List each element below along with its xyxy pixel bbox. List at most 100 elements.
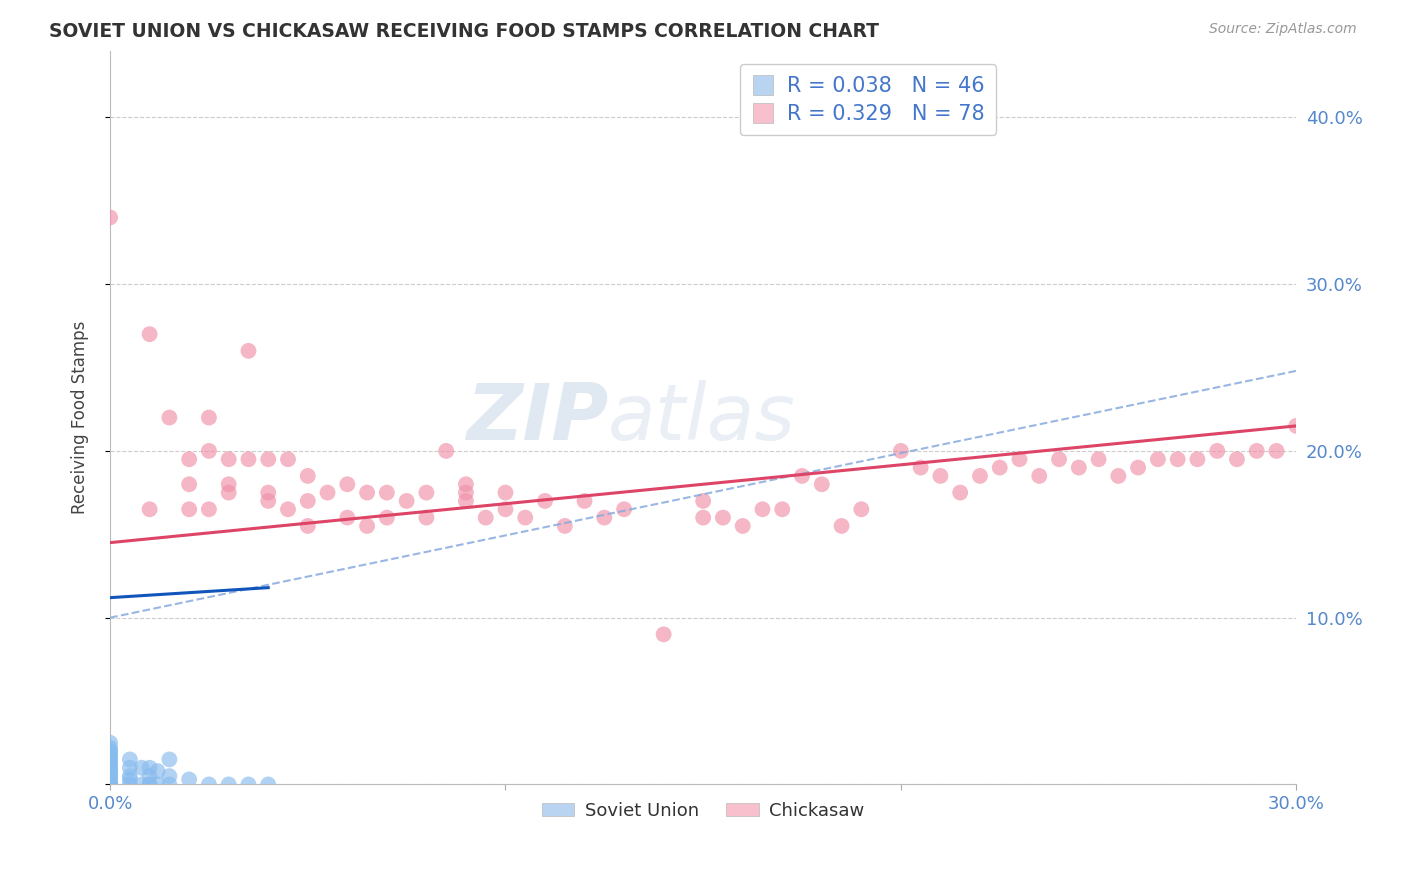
Point [949,485,972,500]
Point [1147,452,1170,467]
Point [98,772,121,787]
Point [692,494,714,508]
Point [238,343,260,358]
Point [98,744,121,758]
Point [98,757,121,772]
Point [613,502,636,516]
Point [138,502,160,516]
Point [98,740,121,755]
Point [770,502,793,516]
Point [98,769,121,783]
Point [515,510,537,524]
Point [574,494,596,508]
Text: Source: ZipAtlas.com: Source: ZipAtlas.com [1209,22,1357,37]
Point [138,769,160,783]
Point [179,452,201,467]
Text: atlas: atlas [609,380,796,456]
Point [831,519,853,533]
Point [157,769,180,783]
Point [969,469,991,483]
Point [1206,444,1229,458]
Point [118,752,141,766]
Point [179,477,201,491]
Point [198,410,221,425]
Point [98,777,121,791]
Point [157,410,180,425]
Point [138,777,160,791]
Point [198,777,221,791]
Point [1008,452,1031,467]
Point [810,477,832,491]
Point [98,747,121,762]
Point [179,772,201,787]
Point [851,502,873,516]
Point [534,494,557,508]
Point [336,477,359,491]
Point [297,494,319,508]
Point [1167,452,1189,467]
Point [415,510,437,524]
Point [297,519,319,533]
Point [1028,469,1050,483]
Point [1226,452,1249,467]
Point [336,510,359,524]
Point [98,744,121,758]
Point [238,777,260,791]
Point [1107,469,1129,483]
Point [1087,452,1109,467]
Point [118,777,141,791]
Point [495,485,517,500]
Point [98,747,121,762]
Point [316,485,339,500]
Point [277,452,299,467]
Point [1067,460,1090,475]
Point [692,510,714,524]
Point [238,452,260,467]
Point [98,761,121,775]
Point [98,769,121,783]
Point [1246,444,1268,458]
Point [790,469,813,483]
Point [131,761,153,775]
Point [98,752,121,766]
Point [146,764,169,778]
Point [218,452,240,467]
Point [277,502,299,516]
Point [98,772,121,787]
Point [593,510,616,524]
Point [910,460,932,475]
Point [98,765,121,780]
Point [375,485,398,500]
Point [118,772,141,787]
Point [751,502,773,516]
Point [454,494,477,508]
Point [395,494,418,508]
Point [118,761,141,775]
Point [98,211,121,225]
Point [198,444,221,458]
Point [929,469,952,483]
Point [1047,452,1070,467]
Point [1285,418,1308,433]
Point [138,777,160,791]
Point [415,485,437,500]
Text: ZIP: ZIP [465,380,609,456]
Point [257,494,280,508]
Point [356,485,378,500]
Point [218,777,240,791]
Point [118,769,141,783]
Point [1187,452,1209,467]
Point [98,752,121,766]
Point [98,777,121,791]
Point [356,519,378,533]
Point [731,519,754,533]
Point [98,777,121,791]
Point [98,764,121,778]
Point [474,510,496,524]
Point [131,777,153,791]
Point [218,485,240,500]
Point [890,444,912,458]
Point [157,777,180,791]
Point [179,502,201,516]
Point [257,452,280,467]
